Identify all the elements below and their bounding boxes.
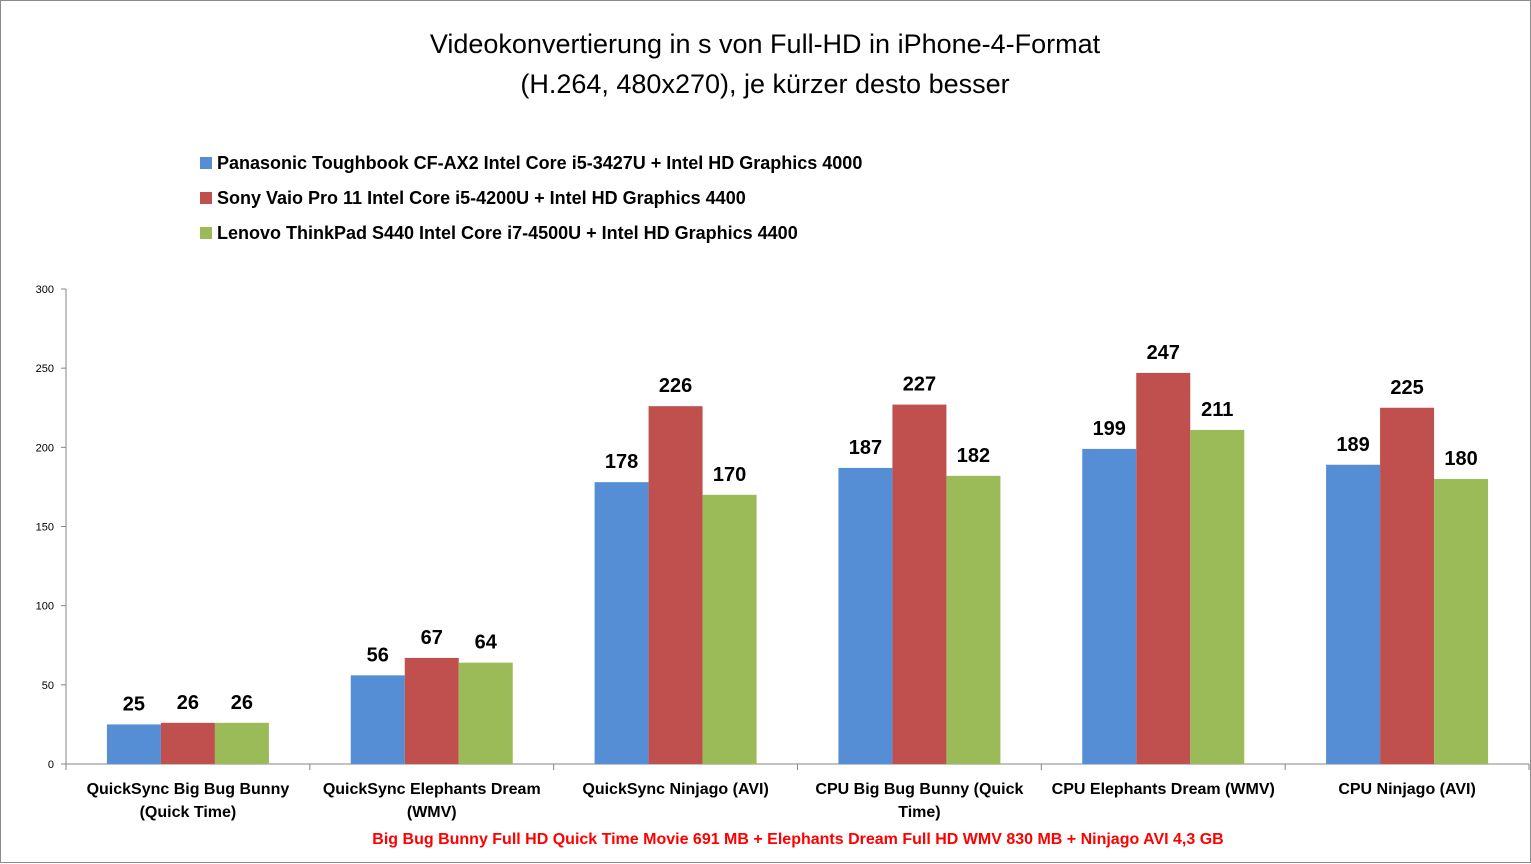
bar-value-label: 26 xyxy=(231,692,253,714)
legend-item: Sony Vaio Pro 11 Intel Core i5-4200U + I… xyxy=(200,188,746,208)
bar xyxy=(214,722,269,764)
data-labels: 25 26 26 56 67 64 178 226 170 187 227 182 199 247 211 1… xyxy=(123,342,1478,716)
bar-value-label: 182 xyxy=(957,445,990,467)
bar-value-label: 56 xyxy=(367,644,389,666)
category-labels: QuickSync Big Bug Bunny (Quick Time) Quick… xyxy=(87,781,1476,821)
bar xyxy=(838,467,893,764)
bar-value-label: 67 xyxy=(421,627,443,649)
category-label: QuickSync Elephants Dream (WMV) xyxy=(323,781,541,821)
legend-item: Panasonic Toughbook CF-AX2 Intel Core i5… xyxy=(200,153,862,173)
bar xyxy=(106,724,161,764)
bar-value-label: 227 xyxy=(903,374,936,396)
bar xyxy=(1326,464,1381,764)
y-tick-label: 150 xyxy=(36,522,54,534)
category-label: QuickSync Big Bug Bunny (Quick Time) xyxy=(87,781,290,821)
bar-value-label: 26 xyxy=(177,692,199,714)
legend-swatch xyxy=(200,157,212,169)
bar-value-label: 211 xyxy=(1201,399,1233,421)
bar-value-label: 64 xyxy=(475,632,498,654)
bar-value-label: 199 xyxy=(1093,418,1126,440)
bar xyxy=(160,722,215,764)
y-tick-label: 300 xyxy=(36,284,54,296)
y-tick-label: 50 xyxy=(42,680,54,692)
bar-value-label: 25 xyxy=(123,693,145,715)
bar xyxy=(648,406,703,764)
bar xyxy=(1082,448,1137,764)
y-tick-label: 250 xyxy=(36,363,54,375)
bar-value-label: 170 xyxy=(713,464,746,486)
bar xyxy=(1380,407,1435,764)
y-tick-label: 200 xyxy=(36,442,54,454)
bar-value-label: 226 xyxy=(659,375,692,397)
bars xyxy=(106,372,1489,764)
chart-title: Videokonvertierung in s von Full-HD in i… xyxy=(430,29,1101,99)
legend-label: Lenovo ThinkPad S440 Intel Core i7-4500U… xyxy=(217,223,798,243)
bar-value-label: 189 xyxy=(1336,434,1369,456)
bar-value-label: 187 xyxy=(849,437,882,459)
legend-swatch xyxy=(200,227,212,239)
chart-title-line: (H.264, 480x270), je kürzer desto besser xyxy=(520,69,1009,99)
legend-label: Panasonic Toughbook CF-AX2 Intel Core i5… xyxy=(217,153,862,173)
category-label: CPU Elephants Dream (WMV) xyxy=(1052,781,1275,798)
chart-title-line: Videokonvertierung in s von Full-HD in i… xyxy=(430,29,1101,59)
bar-value-label: 247 xyxy=(1147,342,1180,364)
bar-value-label: 178 xyxy=(605,451,638,473)
caption-text: Big Bug Bunny Full HD Quick Time Movie 6… xyxy=(372,831,1223,848)
bar xyxy=(404,657,459,764)
bar xyxy=(594,482,649,764)
category-label: QuickSync Ninjago (AVI) xyxy=(582,781,768,798)
category-label: CPU Ninjago (AVI) xyxy=(1338,781,1475,798)
bar xyxy=(946,475,1001,764)
chart-caption: Big Bug Bunny Full HD Quick Time Movie 6… xyxy=(372,831,1223,848)
bar xyxy=(1190,429,1245,764)
y-tick-label: 0 xyxy=(48,759,54,771)
legend-swatch xyxy=(200,192,212,204)
bar-value-label: 225 xyxy=(1390,377,1423,399)
bar xyxy=(1136,372,1191,764)
bar xyxy=(458,662,513,764)
y-tick-label: 100 xyxy=(36,601,54,613)
legend-label: Sony Vaio Pro 11 Intel Core i5-4200U + I… xyxy=(217,188,746,208)
bar xyxy=(1434,479,1489,764)
bar xyxy=(702,494,757,764)
category-label: CPU Big Bug Bunny (Quick Time) xyxy=(815,781,1023,821)
legend: Panasonic Toughbook CF-AX2 Intel Core i5… xyxy=(200,153,862,243)
axes: 0 50 100 150 200 250 300 xyxy=(36,284,1530,771)
bar xyxy=(892,404,947,764)
bar xyxy=(350,675,405,764)
legend-item: Lenovo ThinkPad S440 Intel Core i7-4500U… xyxy=(200,223,798,243)
bar-value-label: 180 xyxy=(1444,448,1477,470)
